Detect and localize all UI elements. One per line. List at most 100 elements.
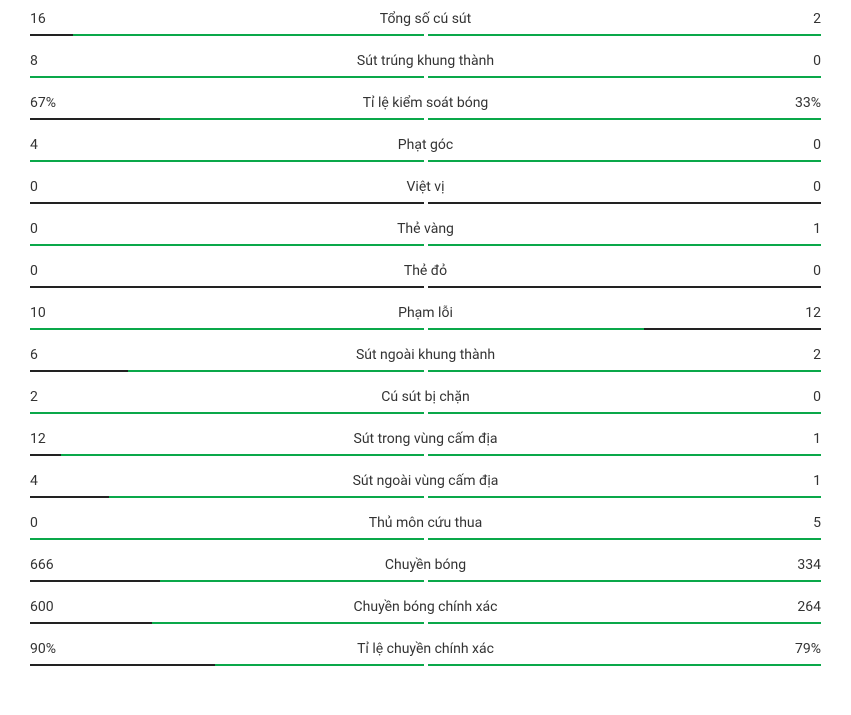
stat-bar-home [30, 454, 424, 456]
stat-bar-away-fill [428, 244, 822, 246]
stat-row: 12Sút trong vùng cấm địa1 [30, 424, 821, 454]
stat-value-away: 12 [731, 305, 821, 321]
stat-row: 6Sút ngoài khung thành2 [30, 340, 821, 370]
stat-bar [30, 76, 821, 78]
stat-bar-home [30, 580, 424, 582]
stat-value-away: 0 [731, 389, 821, 405]
stat-bar [30, 622, 821, 624]
stat-value-home: 600 [30, 599, 120, 615]
stat-value-home: 10 [30, 305, 120, 321]
stat-bar-home [30, 664, 424, 666]
stat-bar [30, 244, 821, 246]
stat-value-away: 264 [731, 599, 821, 615]
stat-bar-away [428, 202, 822, 204]
stat-value-home: 4 [30, 137, 120, 153]
stat-bar-home [30, 76, 424, 78]
stat-bar [30, 118, 821, 120]
stat-row: 4Sút ngoài vùng cấm địa1 [30, 466, 821, 496]
stat-value-away: 1 [731, 431, 821, 447]
stat-bar-home [30, 286, 424, 288]
stat-label: Thủ môn cứu thua [120, 515, 731, 531]
stat-label: Tổng số cú sút [120, 11, 731, 27]
stat-bar-home [30, 538, 424, 540]
stat-label: Việt vị [120, 179, 731, 195]
stat-row: 90%Tỉ lệ chuyền chính xác79% [30, 634, 821, 664]
stat-bar-home [30, 412, 424, 414]
stat-value-home: 0 [30, 515, 120, 531]
stat-bar-home-fill [109, 496, 424, 498]
stat-bar-home-fill [152, 622, 424, 624]
stat-row: 67%Tỉ lệ kiểm soát bóng33% [30, 88, 821, 118]
stat-label: Thẻ đỏ [120, 263, 731, 279]
stat-value-away: 79% [731, 641, 821, 657]
stat-value-home: 6 [30, 347, 120, 363]
stat-bar [30, 580, 821, 582]
stat-value-home: 12 [30, 431, 120, 447]
stat-value-away: 0 [731, 263, 821, 279]
stat-bar-home [30, 328, 424, 330]
stat-value-home: 0 [30, 221, 120, 237]
stat-bar [30, 496, 821, 498]
stat-value-home: 0 [30, 179, 120, 195]
stat-bar-away [428, 622, 822, 624]
stat-bar-away [428, 328, 822, 330]
stat-label: Phạt góc [120, 137, 731, 153]
stat-value-home: 4 [30, 473, 120, 489]
stat-bar-away [428, 370, 822, 372]
stat-bar-home [30, 118, 424, 120]
stat-bar [30, 370, 821, 372]
stat-value-home: 666 [30, 557, 120, 573]
stat-bar-home-fill [30, 412, 424, 414]
stat-value-home: 2 [30, 389, 120, 405]
stat-bar-home [30, 622, 424, 624]
stat-bar-away [428, 244, 822, 246]
stat-label: Sút ngoài khung thành [120, 347, 731, 363]
stat-value-home: 90% [30, 641, 120, 657]
stat-bar [30, 454, 821, 456]
stat-row: 4Phạt góc0 [30, 130, 821, 160]
stat-bar [30, 34, 821, 36]
stat-label: Chuyền bóng chính xác [120, 599, 731, 615]
stat-bar-home [30, 370, 424, 372]
stat-row: 0Việt vị0 [30, 172, 821, 202]
stat-row: 0Thủ môn cứu thua5 [30, 508, 821, 538]
stat-bar-away [428, 286, 822, 288]
stat-row: 0Thẻ vàng1 [30, 214, 821, 244]
stat-label: Cú sút bị chặn [120, 389, 731, 405]
stat-bar [30, 202, 821, 204]
stat-value-away: 0 [731, 137, 821, 153]
stat-bar-away [428, 412, 822, 414]
stat-label: Phạm lỗi [120, 305, 731, 321]
stat-label: Sút trúng khung thành [120, 53, 731, 69]
stat-row: 0Thẻ đỏ0 [30, 256, 821, 286]
stat-bar-home-fill [128, 370, 423, 372]
stat-bar-away-fill [428, 328, 644, 330]
stat-value-away: 2 [731, 11, 821, 27]
stat-value-away: 1 [731, 473, 821, 489]
stat-value-away: 33% [731, 95, 821, 111]
stat-label: Thẻ vàng [120, 221, 731, 237]
stat-bar-home-fill [61, 454, 423, 456]
stat-value-away: 2 [731, 347, 821, 363]
stat-bar-away [428, 34, 822, 36]
stat-bar [30, 538, 821, 540]
stat-value-away: 0 [731, 53, 821, 69]
stat-bar-home [30, 34, 424, 36]
stat-bar-away-fill [428, 538, 822, 540]
stat-bar [30, 286, 821, 288]
stat-row: 8Sút trúng khung thành0 [30, 46, 821, 76]
stat-bar [30, 412, 821, 414]
stat-bar-home-fill [73, 34, 423, 36]
stat-bar-away [428, 538, 822, 540]
stat-row: 666Chuyền bóng334 [30, 550, 821, 580]
stat-bar-away [428, 496, 822, 498]
stat-value-home: 0 [30, 263, 120, 279]
stat-label: Chuyền bóng [120, 557, 731, 573]
stat-bar-home [30, 160, 424, 162]
stat-bar-home-fill [30, 160, 424, 162]
stat-bar-away [428, 76, 822, 78]
stat-row: 10Phạm lỗi12 [30, 298, 821, 328]
stat-row: 2Cú sút bị chặn0 [30, 382, 821, 412]
stat-bar-home-fill [160, 118, 424, 120]
stat-bar [30, 664, 821, 666]
